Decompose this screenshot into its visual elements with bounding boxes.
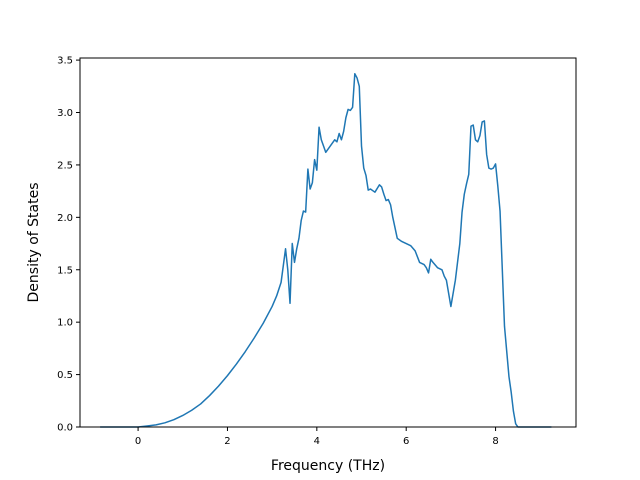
y-tick-label: 3.5: [57, 56, 73, 67]
y-tick-label: 1.5: [57, 265, 73, 276]
series-layer: [100, 72, 552, 428]
y-tick-label: 3.0: [57, 108, 73, 119]
x-tick-label: 2: [224, 436, 230, 447]
dos-series-line: [100, 72, 552, 428]
y-tick-label: 1.0: [57, 318, 73, 329]
x-tick-label: 6: [403, 436, 409, 447]
x-tick-label: 8: [492, 436, 498, 447]
y-tick-label: 2.0: [57, 213, 73, 224]
plot-area: [80, 58, 576, 427]
plot-frame: [79, 57, 577, 428]
x-tick-label: 0: [135, 436, 141, 447]
y-axis-title: Density of States: [26, 183, 42, 303]
y-tick-label: 2.5: [57, 160, 73, 171]
x-tick-label: 4: [314, 436, 320, 447]
x-axis-title: Frequency (THz): [271, 458, 385, 474]
tick-layer: 0 2 4 6 8 0.0 0.5 1.0 1.5 2.0 2.5 3.0 3.5: [57, 56, 499, 447]
y-tick-label: 0.0: [57, 423, 73, 434]
y-tick-label: 0.5: [57, 370, 73, 381]
